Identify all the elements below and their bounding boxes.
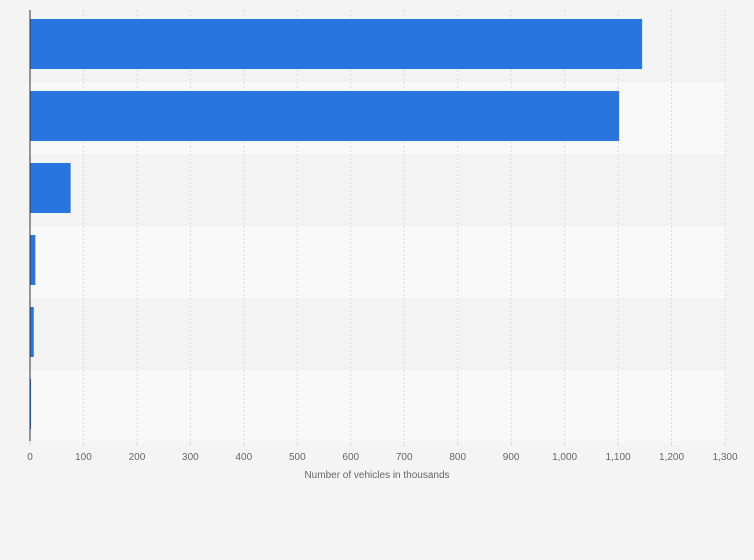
bar [30,91,620,141]
x-tick-label: 300 [182,452,199,463]
x-tick-label: 900 [503,452,520,463]
bar [30,379,32,429]
bar [30,235,36,285]
x-tick-label: 0 [27,452,33,463]
x-tick-label: 1,100 [606,452,631,463]
bar [30,19,643,69]
x-axis-ticks: 0 100 200 300 400 500 600 700 800 900 1,000 1,100 1,… [27,441,738,463]
x-tick-label: 200 [129,452,146,463]
row-bands [30,10,726,441]
x-tick-label: 500 [289,452,306,463]
row-band [30,226,726,298]
x-tick-label: 600 [342,452,359,463]
row-band [30,298,726,370]
x-tick-label: 1,300 [712,452,737,463]
x-tick-label: 400 [236,452,253,463]
x-tick-label: 100 [75,452,92,463]
x-tick-label: 1,200 [659,452,684,463]
bar [30,307,34,357]
row-band [30,370,726,441]
bar [30,163,71,213]
x-tick-label: 1,000 [552,452,577,463]
x-axis-title: Number of vehicles in thousands [304,470,449,481]
bars [30,19,643,429]
x-tick-label: 700 [396,452,413,463]
row-band [30,154,726,226]
x-tick-label: 800 [449,452,466,463]
